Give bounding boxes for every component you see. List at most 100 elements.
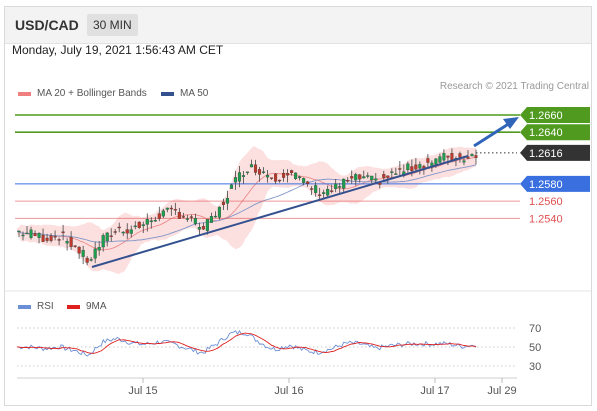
candle-body xyxy=(237,172,242,182)
legend-swatch xyxy=(161,91,174,96)
candle-body xyxy=(177,211,181,219)
candle-body xyxy=(149,220,153,223)
candle-body xyxy=(342,178,346,189)
candle-body xyxy=(193,217,197,224)
candle-body xyxy=(410,166,414,172)
candle-body xyxy=(25,232,29,235)
candle-body xyxy=(330,190,334,192)
level-value-label: 1.2640 xyxy=(529,127,563,139)
candle-body xyxy=(302,178,306,183)
level-tag-1.2616 xyxy=(520,144,590,161)
candle-body xyxy=(77,246,81,254)
candle-body xyxy=(418,164,422,169)
candle-body xyxy=(229,184,234,189)
candle-body xyxy=(334,183,338,189)
candle-body xyxy=(141,224,145,227)
candle-body xyxy=(450,153,454,161)
candle-body xyxy=(93,248,97,259)
candle-body xyxy=(61,231,65,234)
candle-body xyxy=(318,194,322,196)
candle-body xyxy=(326,189,330,196)
candle-body xyxy=(173,208,177,211)
level-value-label: 1.2540 xyxy=(529,213,563,225)
candle-body xyxy=(73,245,77,247)
candle-body xyxy=(225,198,230,204)
candle-body xyxy=(221,201,225,205)
candle-body xyxy=(374,178,378,181)
candle-body xyxy=(121,231,125,234)
candle-body xyxy=(414,164,418,170)
candle-body xyxy=(398,168,402,170)
candle-body xyxy=(109,235,113,237)
candle-body xyxy=(270,177,274,179)
level-value-label: 1.2580 xyxy=(529,179,563,191)
candle-body xyxy=(65,241,69,244)
trendline xyxy=(91,155,469,268)
candle-body xyxy=(161,210,165,217)
candle-body xyxy=(153,219,157,222)
level-tag-1.2640 xyxy=(520,124,590,141)
legend-item-9ma: 9MA xyxy=(67,301,107,312)
candle-body xyxy=(49,235,53,241)
chart-frame: USD/CAD 30 MIN xyxy=(4,6,592,406)
candle-body xyxy=(21,234,25,237)
candle-body xyxy=(137,221,141,228)
candle-body xyxy=(241,175,246,177)
candle-body xyxy=(346,180,350,182)
level-value-label: 1.2560 xyxy=(529,196,563,208)
candle-body xyxy=(426,158,430,163)
rsi-tick-label: 30 xyxy=(529,361,541,373)
candle-body xyxy=(45,237,49,241)
candle-body xyxy=(185,218,189,220)
candle-body xyxy=(17,230,21,233)
candle-body xyxy=(406,163,410,171)
legend-swatch xyxy=(67,304,80,309)
candle-body xyxy=(89,259,93,261)
ma50-line xyxy=(16,164,477,243)
candle-body xyxy=(294,172,298,180)
candle-body xyxy=(85,257,89,263)
level-tag-1.2580 xyxy=(520,175,590,192)
candle-body xyxy=(382,174,386,178)
rsi-line xyxy=(16,330,477,357)
candle-body xyxy=(261,171,266,173)
candle-body xyxy=(145,219,149,225)
level-value-label: 1.2616 xyxy=(529,148,563,160)
candle-body xyxy=(81,250,85,257)
projection-arrow-shaft xyxy=(473,121,511,148)
candle-body xyxy=(434,158,438,165)
candle-body xyxy=(249,164,254,168)
timeframe-badge[interactable]: 30 MIN xyxy=(87,14,138,36)
candle-body xyxy=(253,164,258,173)
candle-body xyxy=(362,176,366,179)
chart-header: USD/CAD 30 MIN xyxy=(5,7,591,44)
candle-body xyxy=(274,173,278,182)
candle-body xyxy=(458,153,462,158)
candle-body xyxy=(117,226,121,229)
candle-body xyxy=(470,154,474,157)
candle-body xyxy=(197,227,201,230)
candle-body xyxy=(69,237,73,247)
legend-label: MA 50 xyxy=(180,88,209,99)
candle-body xyxy=(217,206,221,218)
candle-body xyxy=(129,229,133,234)
candle-body xyxy=(245,171,250,174)
candle-body xyxy=(322,192,326,194)
candle-body xyxy=(57,239,61,241)
level-tag-1.2660 xyxy=(520,107,590,123)
legend-label: RSI xyxy=(37,301,54,312)
candle-body xyxy=(386,175,390,178)
candle-body xyxy=(53,236,57,238)
x-tick-label: Jul 29 xyxy=(487,385,516,397)
candle-body xyxy=(298,176,302,179)
candle-body xyxy=(113,231,117,233)
candle-body xyxy=(442,153,446,161)
candle-body xyxy=(310,188,314,190)
instrument-title: USD/CAD xyxy=(15,17,79,33)
rsi-tick-label: 50 xyxy=(529,342,541,354)
legend-swatch xyxy=(18,91,31,96)
candle-body xyxy=(446,155,450,158)
candle-body xyxy=(265,175,270,178)
candle-body xyxy=(282,172,286,178)
